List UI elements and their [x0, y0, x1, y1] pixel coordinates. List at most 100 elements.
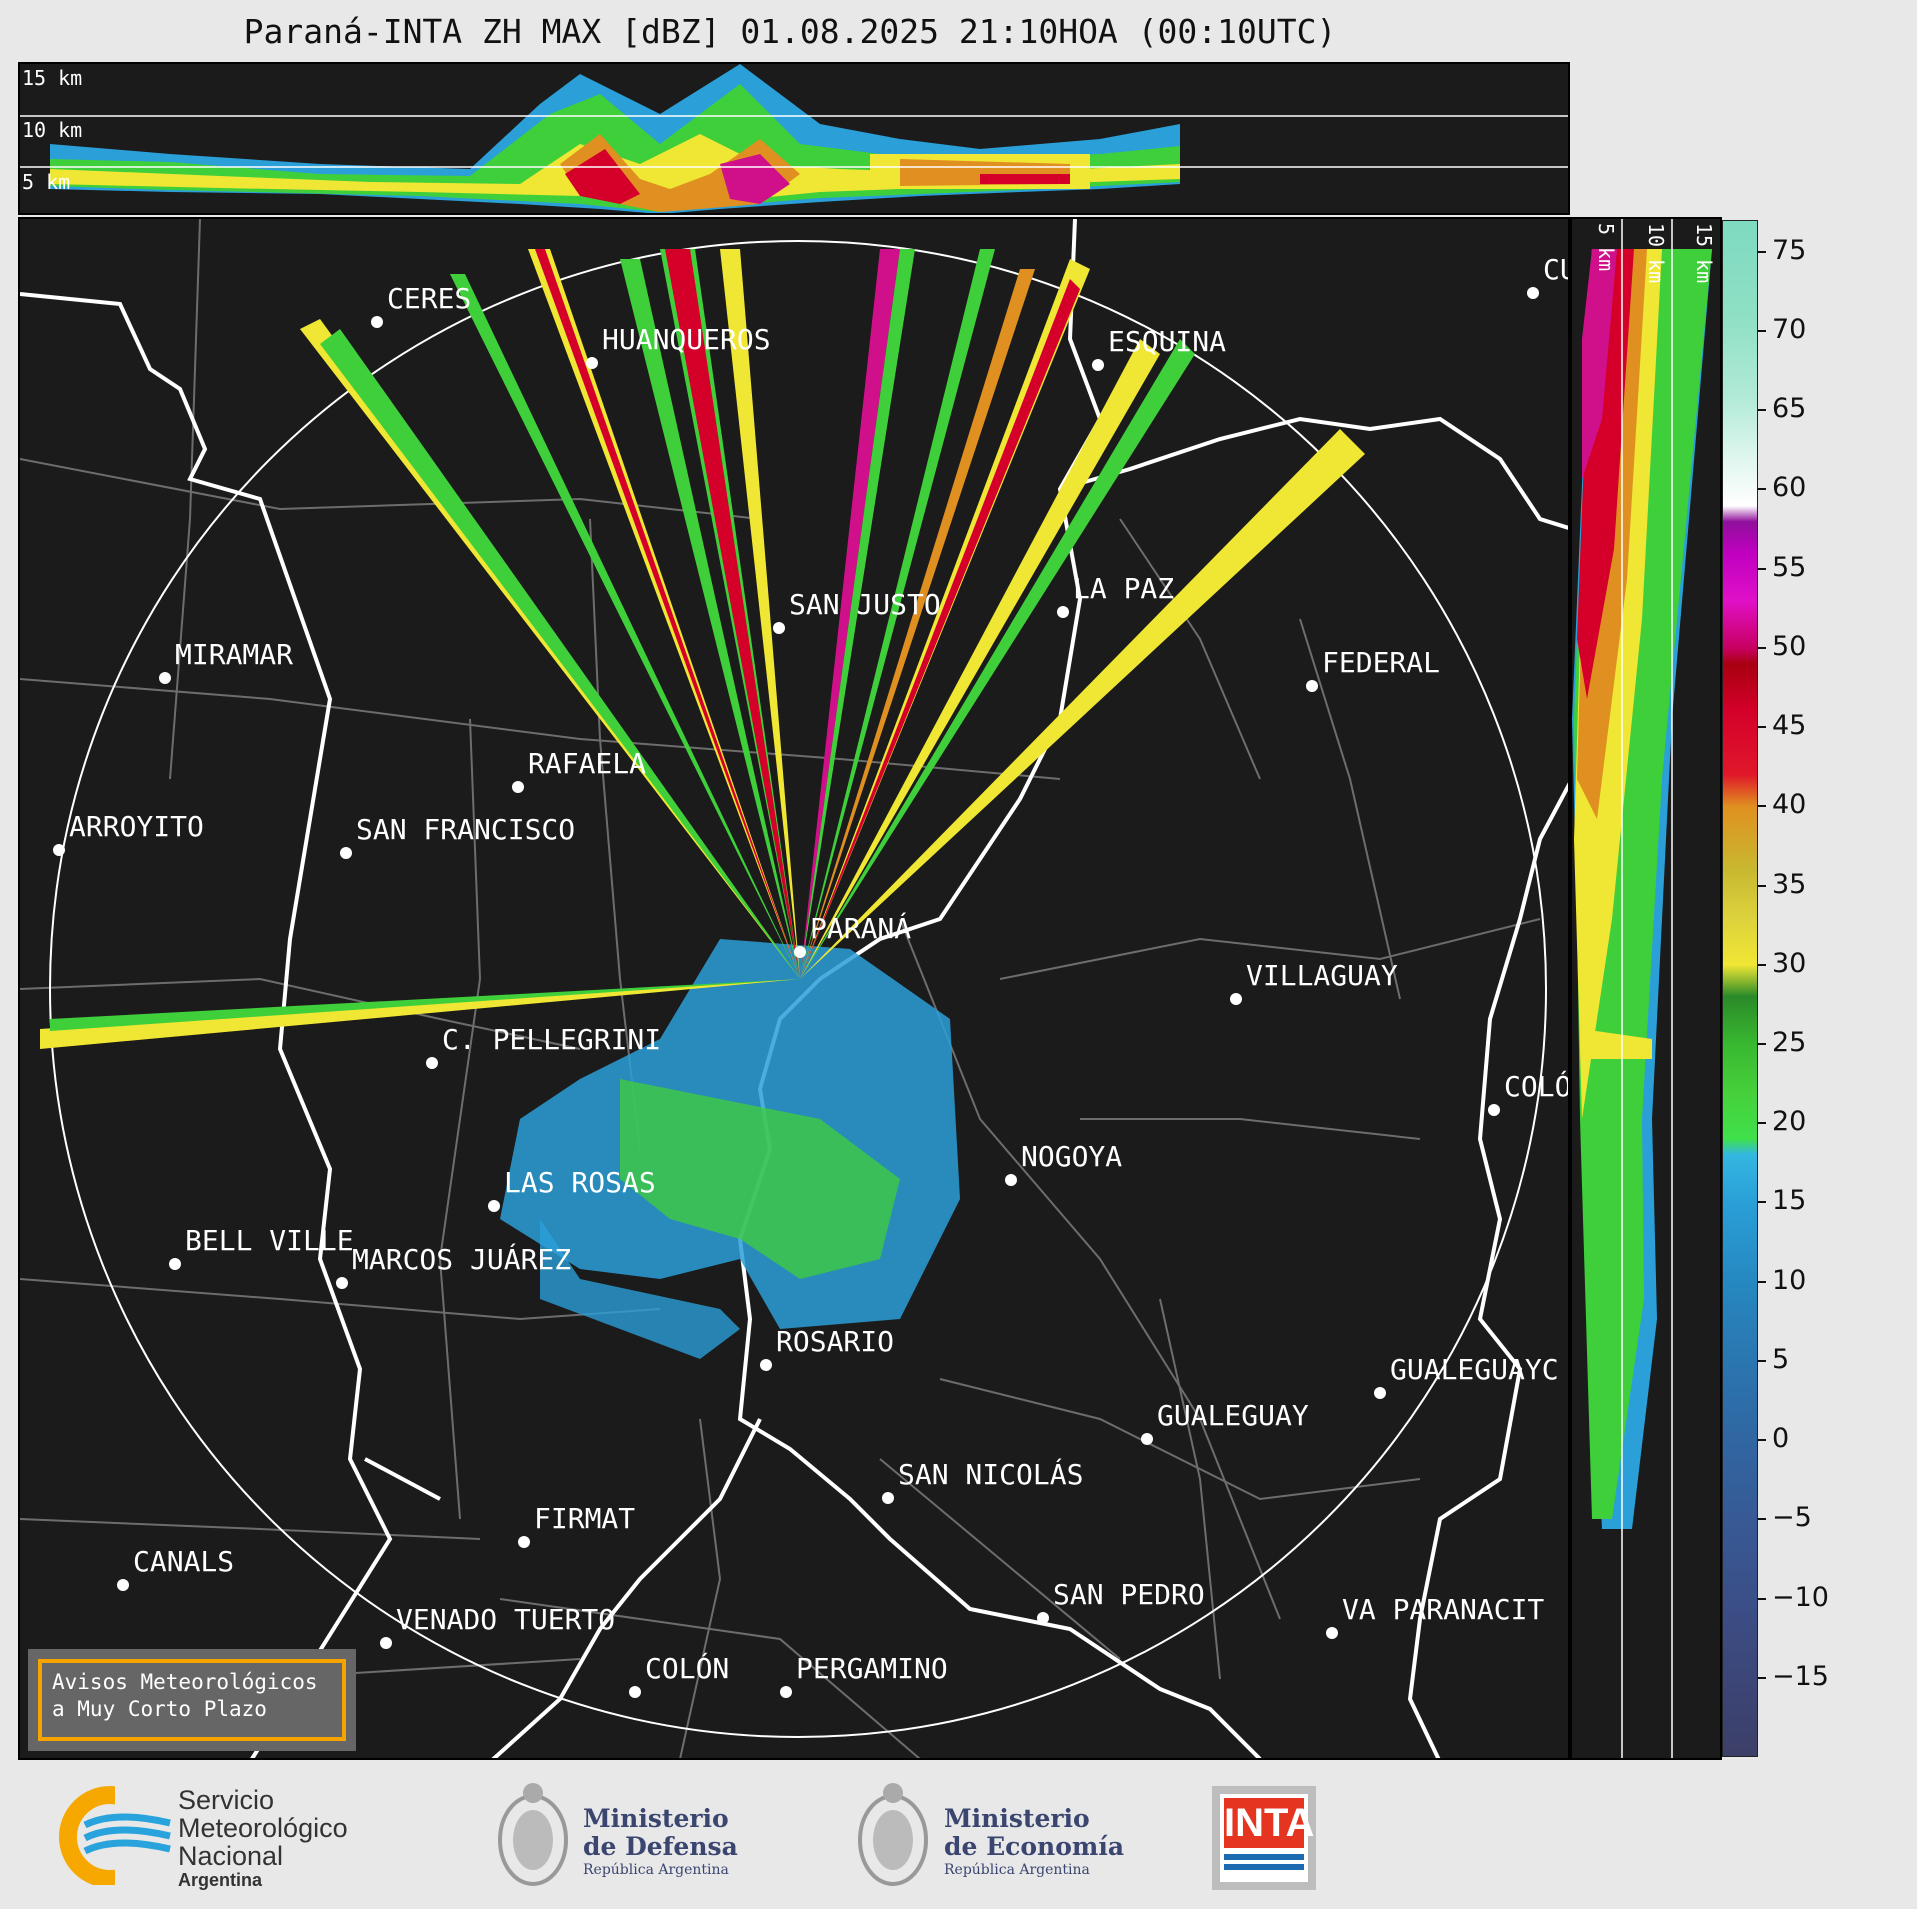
city-label: FIRMAT — [534, 1502, 636, 1535]
colorbar-tick-label: 60 — [1772, 472, 1807, 504]
city-label: LA PAZ — [1073, 572, 1175, 605]
city-dot — [336, 1277, 348, 1289]
city-label: SAN FRANCISCO — [356, 813, 576, 846]
economia-text: Ministerio de Economía República Argenti… — [944, 1805, 1124, 1879]
city-dot — [1230, 993, 1242, 1005]
colorbar-tick-mark — [1758, 1122, 1766, 1125]
colorbar-tick-label: 35 — [1772, 868, 1807, 900]
defensa-line-2: de Defensa — [583, 1832, 738, 1861]
colorbar-tick-mark — [1758, 1201, 1766, 1204]
city-label: MIRAMAR — [175, 638, 294, 671]
colorbar-tick-label: 75 — [1772, 234, 1807, 266]
colorbar-tick-mark — [1758, 726, 1766, 729]
defensa-seal — [495, 1775, 571, 1899]
city-label: MARCOS JUÁREZ — [352, 1243, 572, 1276]
colorbar-tick-mark — [1758, 1518, 1766, 1521]
city-dot — [1037, 1612, 1049, 1624]
city-label: C. PELLEGRINI — [442, 1023, 662, 1056]
top-alt-label-10: 10 km — [22, 118, 83, 142]
chart-title: Paraná-INTA ZH MAX [dBZ] 01.08.2025 21:1… — [243, 12, 1337, 51]
warning-box[interactable]: Avisos Meteorológicos a Muy Corto Plazo — [28, 1649, 356, 1751]
side-echo-band — [1572, 249, 1712, 1529]
side-alt-label-10: 10 km — [1644, 223, 1668, 284]
city-dot — [518, 1536, 530, 1548]
smn-line-2: Meteorológico — [178, 1813, 348, 1843]
city-label: SAN NICOLÁS — [898, 1458, 1084, 1491]
inta-stripe-1 — [1224, 1854, 1304, 1860]
colorbar-tick-mark — [1758, 488, 1766, 491]
city-dot — [586, 357, 598, 369]
economia-line-3: República Argentina — [944, 1862, 1090, 1878]
colorbar-tick-label: 25 — [1772, 1026, 1807, 1058]
colorbar-tick-mark — [1758, 250, 1766, 253]
colorbar-tick-label: 10 — [1772, 1264, 1807, 1296]
city-label: PARANÁ — [810, 912, 912, 945]
colorbar-tick-label: −5 — [1772, 1502, 1812, 1534]
city-dot — [426, 1057, 438, 1069]
city-label: ARROYITO — [69, 810, 204, 843]
inta-logo-inner: INTA — [1220, 1794, 1314, 1882]
city-dot — [760, 1359, 772, 1371]
city-dot — [1141, 1433, 1153, 1445]
city-label: COLÓ — [1504, 1070, 1570, 1103]
colorbar-tick-mark — [1758, 1042, 1766, 1045]
city-label: ROSARIO — [776, 1325, 895, 1358]
warning-line-1: Avisos Meteorológicos — [52, 1670, 318, 1694]
colorbar-tick-mark — [1758, 1676, 1766, 1679]
city-dot — [1005, 1174, 1017, 1186]
city-dot — [53, 844, 65, 856]
city-label: BELL VILLE — [185, 1224, 354, 1257]
city-dot — [629, 1686, 641, 1698]
city-label: HUANQUEROS — [602, 323, 771, 356]
colorbar-tick-mark — [1758, 805, 1766, 808]
top-echo-band — [50, 64, 1180, 213]
colorbar-tick-label: 55 — [1772, 551, 1807, 583]
colorbar-tick-mark — [1758, 567, 1766, 570]
colorbar-tick-label: −15 — [1772, 1660, 1829, 1692]
smn-line-3: Nacional — [178, 1841, 284, 1871]
city-dot — [159, 672, 171, 684]
city-dot — [169, 1258, 181, 1270]
city-label: VA PARANACIT — [1342, 1593, 1545, 1626]
smn-logo-text: Servicio Meteorológico Nacional Argentin… — [178, 1786, 348, 1890]
colorbar-tick-mark — [1758, 1280, 1766, 1283]
colorbar-tick-label: 65 — [1772, 393, 1807, 425]
top-alt-label-15: 15 km — [22, 66, 83, 90]
smn-logo-icon — [59, 1785, 175, 1888]
radar-echoes — [40, 249, 1365, 1359]
colorbar-tick-mark — [1758, 1439, 1766, 1442]
city-dot — [1326, 1627, 1338, 1639]
city-label: CANALS — [133, 1545, 235, 1578]
city-dot — [1527, 287, 1539, 299]
colorbar-tick-label: 15 — [1772, 1185, 1807, 1217]
city-label: GUALEGUAYC — [1390, 1353, 1559, 1386]
inta-logo-wordmark: INTA — [1224, 1798, 1314, 1848]
city-dot — [773, 622, 785, 634]
defensa-line-1: Ministerio — [583, 1804, 729, 1833]
colorbar-tick-label: 70 — [1772, 313, 1807, 345]
city-label: PERGAMINO — [796, 1652, 948, 1685]
top-cross-section-svg — [20, 64, 1568, 213]
city-dot — [794, 946, 806, 958]
side-alt-label-15: 15 km — [1692, 223, 1716, 284]
economia-line-2: de Economía — [944, 1832, 1125, 1861]
defensa-text: Ministerio de Defensa República Argentin… — [583, 1805, 738, 1879]
economia-seal — [855, 1775, 931, 1899]
colorbar-tick-mark — [1758, 1359, 1766, 1362]
inta-logo: INTA — [1212, 1786, 1316, 1890]
defensa-line-3: República Argentina — [583, 1862, 729, 1878]
city-dot — [1374, 1387, 1386, 1399]
side-cross-section-panel: 5 km 10 km 15 km — [1570, 217, 1722, 1760]
city-label: CERES — [387, 282, 472, 315]
colorbar-tick-label: 50 — [1772, 630, 1807, 662]
economia-line-1: Ministerio — [944, 1804, 1090, 1833]
colorbar-tick-mark — [1758, 329, 1766, 332]
city-label: SAN JUSTO — [789, 588, 941, 621]
colorbar-tick-mark — [1758, 884, 1766, 887]
city-label: NOGOYA — [1021, 1140, 1123, 1173]
warning-box-inner: Avisos Meteorológicos a Muy Corto Plazo — [38, 1659, 346, 1741]
smn-line-1: Servicio — [178, 1785, 275, 1815]
radar-map-panel[interactable]: CERES HUANQUEROS ESQUINA CU SAN JUSTO LA PAZ M… — [18, 217, 1570, 1760]
side-alt-label-5: 5 km — [1594, 223, 1618, 272]
city-label: GUALEGUAY — [1157, 1399, 1309, 1432]
